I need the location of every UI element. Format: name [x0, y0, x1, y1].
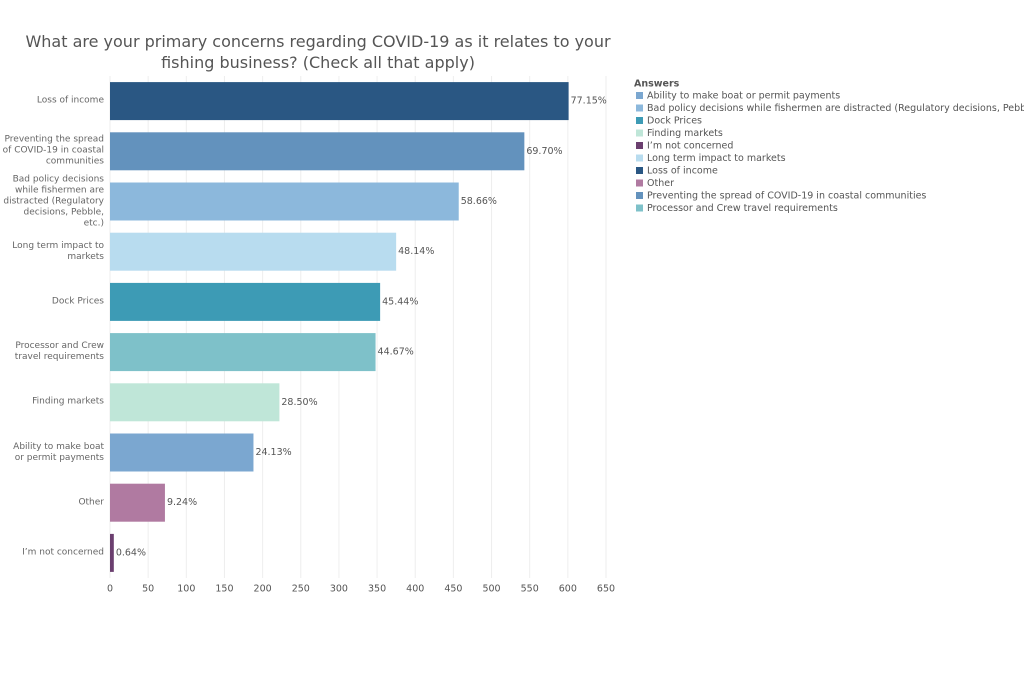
x-tick-label: 450: [444, 584, 462, 595]
x-tick-label: 50: [142, 584, 154, 595]
x-tick-label: 500: [482, 584, 500, 595]
y-tick-label: Other: [78, 497, 104, 508]
x-tick-label: 150: [215, 584, 233, 595]
value-label: 44.67%: [378, 347, 414, 358]
legend-label: Dock Prices: [647, 116, 702, 127]
value-label: 45.44%: [382, 296, 418, 307]
value-label: 69.70%: [526, 146, 562, 157]
x-tick-label: 300: [330, 584, 348, 595]
y-tick-label: Dock Prices: [51, 296, 104, 307]
bar: [110, 282, 381, 321]
bar: [110, 232, 397, 271]
legend-swatch: [636, 192, 643, 199]
legend-label: Loss of income: [647, 166, 718, 177]
legend-label: Processor and Crew travel requirements: [647, 203, 838, 214]
y-tick-label: Bad policy decisions while fishermen are…: [3, 174, 104, 228]
bar: [110, 182, 459, 221]
value-label: 48.14%: [398, 246, 434, 257]
legend-label: Other: [647, 178, 674, 189]
legend-swatch: [636, 142, 643, 149]
legend-label: I’m not concerned: [647, 141, 733, 152]
bar: [110, 333, 376, 372]
legend-label: Finding markets: [647, 128, 723, 139]
value-label: 58.66%: [461, 196, 497, 207]
y-tick-label: Processor and Crew travel requirements: [14, 341, 104, 363]
legend-swatch: [636, 179, 643, 187]
legend-title: Answers: [634, 79, 680, 90]
x-tick-label: 600: [559, 584, 577, 595]
bar: [110, 132, 525, 171]
y-tick-label: Preventing the spread of COVID-19 in coa…: [2, 134, 104, 167]
y-tick-label: Loss of income: [36, 95, 104, 106]
legend-swatch: [636, 104, 643, 112]
value-label: 77.15%: [571, 96, 607, 107]
bar: [110, 483, 165, 522]
value-label: 0.64%: [116, 547, 146, 558]
bar: [110, 82, 569, 121]
legend-label: Long term impact to markets: [647, 153, 786, 164]
x-tick-label: 0: [107, 584, 113, 595]
value-label: 9.24%: [167, 497, 197, 508]
bar: [110, 433, 254, 472]
y-tick-label: Long term impact to markets: [12, 240, 104, 262]
legend-swatch: [636, 117, 643, 124]
x-tick-label: 200: [254, 584, 272, 595]
legend-swatch: [636, 154, 643, 162]
legend-swatch: [636, 129, 643, 137]
bar: [110, 383, 280, 422]
legend-swatch: [636, 167, 643, 174]
x-tick-label: 650: [597, 584, 615, 595]
value-label: 28.50%: [281, 397, 317, 408]
legend-label: Ability to make boat or permit payments: [647, 91, 840, 102]
y-tick-label: Finding markets: [32, 396, 104, 407]
legend-swatch: [636, 204, 643, 212]
x-tick-label: 100: [177, 584, 195, 595]
x-tick-label: 400: [406, 584, 424, 595]
legend-swatch: [636, 92, 643, 99]
value-label: 24.13%: [255, 447, 291, 458]
legend-label: Preventing the spread of COVID-19 in coa…: [647, 191, 926, 202]
x-tick-label: 350: [368, 584, 386, 595]
legend-label: Bad policy decisions while fishermen are…: [647, 103, 1024, 114]
bar: [110, 533, 114, 572]
y-tick-label: I’m not concerned: [22, 547, 104, 558]
chart-title: What are your primary concerns regarding…: [25, 32, 611, 72]
x-tick-label: 550: [521, 584, 539, 595]
y-tick-label: Ability to make boat or permit payments: [13, 441, 104, 463]
x-tick-label: 250: [292, 584, 310, 595]
